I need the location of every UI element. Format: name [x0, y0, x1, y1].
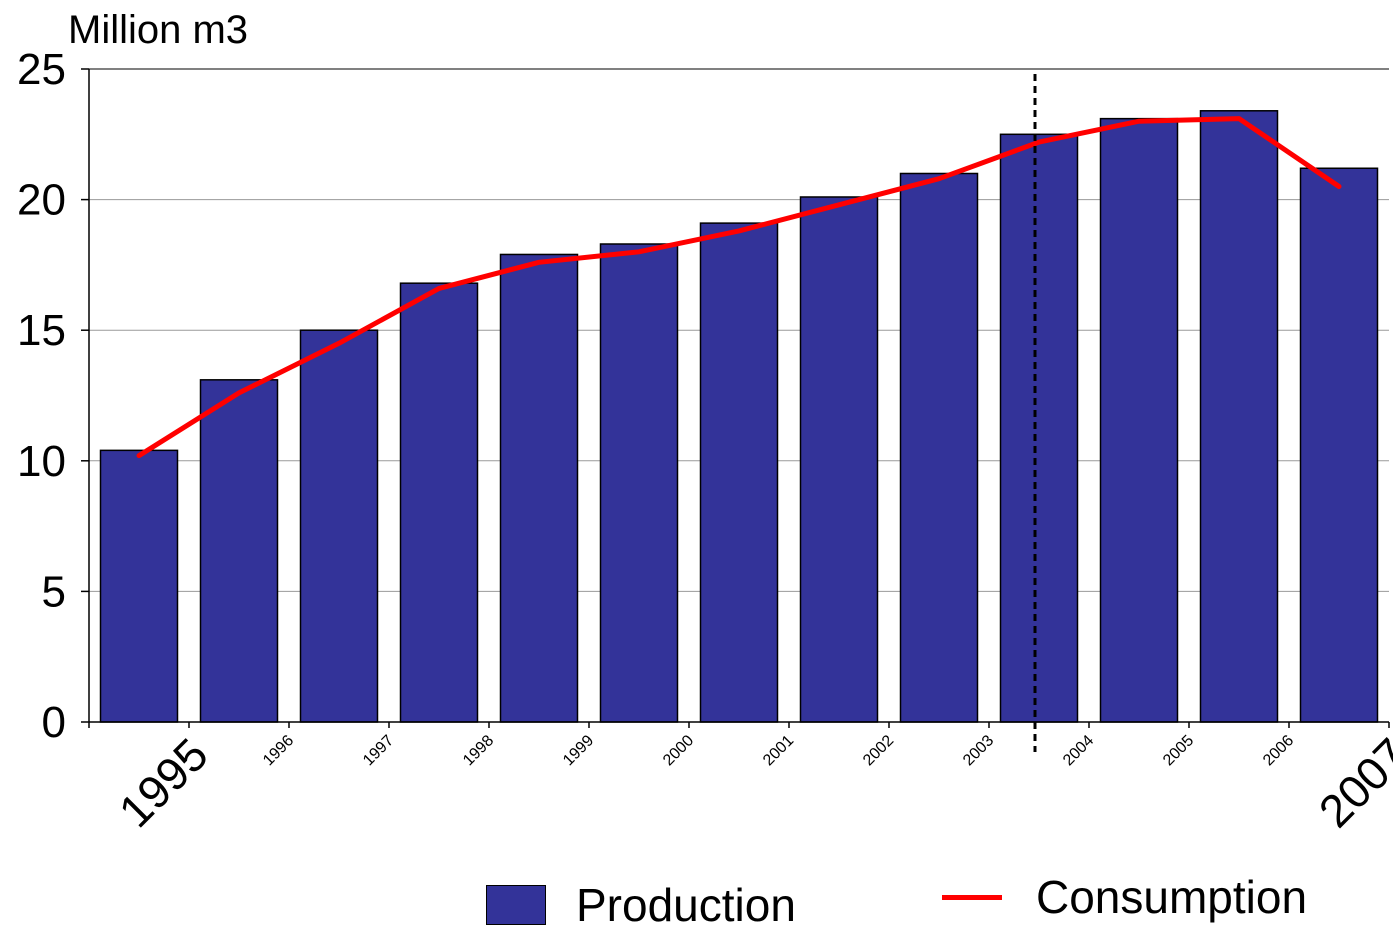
bar-production-1997: [299, 329, 379, 723]
bar-production-2001: [699, 222, 779, 723]
y-axis-unit-label: Million m3: [68, 8, 249, 52]
x-tick-label-1995: 1995: [109, 728, 218, 837]
x-tick-label-2007: 2007: [1309, 728, 1393, 837]
x-tick-label-2003: 2003: [960, 732, 997, 769]
bar-production-1996: [199, 379, 279, 723]
line-consumption: [136, 116, 1342, 459]
consumption-line-layer: [136, 116, 1342, 459]
legend: Production Consumption: [0, 871, 1393, 932]
y-tick-label-15: 15: [17, 306, 66, 355]
bar-production-2003: [899, 172, 979, 723]
x-tick-label-2005: 2005: [1160, 732, 1197, 769]
x-tick-label-2004: 2004: [1060, 732, 1097, 769]
y-tick-label-20: 20: [17, 176, 66, 225]
bar-production-2000: [599, 243, 679, 723]
bar-production-2007: [1299, 167, 1379, 723]
bar-production-2004: [999, 133, 1079, 723]
legend-item-consumption: Consumption: [942, 870, 1307, 924]
x-tick-label-2002: 2002: [860, 732, 897, 769]
x-tick-label-2006: 2006: [1260, 732, 1297, 769]
legend-label-production: Production: [576, 879, 796, 931]
bar-production-1998: [399, 282, 479, 723]
y-tick-label-0: 0: [42, 698, 66, 747]
x-tick-label-1996: 1996: [260, 732, 297, 769]
x-tick-label-1998: 1998: [460, 732, 497, 769]
bar-production-2002: [799, 196, 879, 723]
bar-production-1999: [499, 253, 579, 723]
y-tick-label-5: 5: [42, 567, 66, 616]
x-tick-label-2001: 2001: [760, 732, 797, 769]
bar-production-2005: [1099, 117, 1179, 723]
production-bars: [99, 110, 1379, 723]
y-tick-label-10: 10: [17, 437, 66, 486]
bar-production-2006: [1199, 110, 1279, 723]
bar-production-1995: [99, 449, 179, 723]
x-tick-label-2000: 2000: [660, 732, 697, 769]
x-tick-labels: 1995 1996 1997 1998 1999 2000 2001 2002 2003 2004…: [88, 722, 1393, 837]
legend-label-consumption: Consumption: [1036, 871, 1308, 923]
legend-swatch-consumption: [942, 894, 1002, 900]
x-tick-label-1999: 1999: [560, 732, 597, 769]
axes: [88, 68, 1389, 723]
x-tick-label-1997: 1997: [360, 732, 397, 769]
y-tick-label-25: 25: [17, 45, 66, 94]
legend-swatch-production: [486, 885, 546, 925]
y-tick-labels: 0 5 10 15 20 25: [17, 45, 89, 747]
legend-item-production: Production: [486, 878, 796, 932]
